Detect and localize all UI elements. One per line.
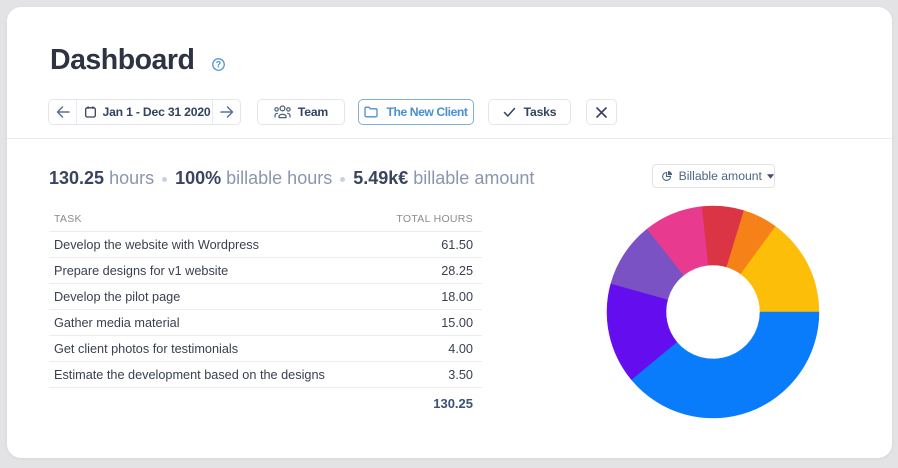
svg-text:?: ? [216, 60, 221, 70]
